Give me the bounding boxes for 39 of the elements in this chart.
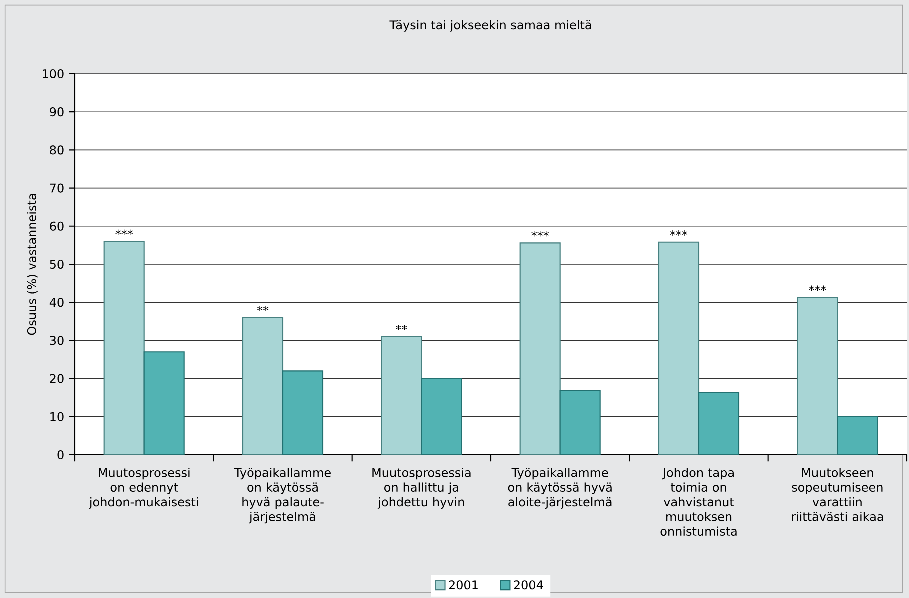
y-tick-label: 100 xyxy=(43,69,64,79)
y-tick-label: 90 xyxy=(50,108,64,117)
y-tick-label: 70 xyxy=(50,184,64,193)
legend-label: 2001 xyxy=(449,580,478,590)
y-tick-label: 80 xyxy=(50,146,64,155)
y-tick-label: 30 xyxy=(50,336,64,346)
annotation: *** xyxy=(116,230,133,236)
bar xyxy=(698,392,740,455)
y-axis-title: Osuus (%) vastanneista xyxy=(27,194,38,336)
bar xyxy=(658,242,700,455)
y-tick-label: 60 xyxy=(50,222,64,231)
annotation: ** xyxy=(396,325,408,331)
x-tick-label: Muutokseen sopeutumiseen varattiin riittävästi aikaa xyxy=(792,468,884,522)
x-tick-label: Muutosprosessia on hallittu ja johdettu hyvin xyxy=(372,468,471,509)
bar xyxy=(560,390,601,455)
annotation: *** xyxy=(670,230,688,236)
annotation: *** xyxy=(809,286,826,292)
legend-label: 2004 xyxy=(514,580,544,590)
x-tick-label: Työpaikallamme on käytössä hyvä palaute-järjestelmä xyxy=(234,468,331,524)
bar xyxy=(242,317,284,455)
bar xyxy=(421,378,462,455)
annotation: ** xyxy=(257,306,269,312)
x-tick-label: Muutosprosessi on edennyt johdon-mukaisesti xyxy=(89,468,198,509)
x-tick-label: Työpaikallamme on käytössä hyvä aloite-järjestelmä xyxy=(508,468,612,509)
x-tick-label: Johdon tapa toimia on vahvistanut muutoksen onnistumista xyxy=(660,468,737,536)
y-tick-label: 10 xyxy=(50,412,64,422)
y-tick-label: 0 xyxy=(58,450,64,460)
bar xyxy=(282,370,324,455)
chart-title: Täysin tai jokseekin samaa mieltä xyxy=(390,20,592,32)
bar xyxy=(797,297,838,455)
bar xyxy=(837,416,878,455)
y-tick-label: 20 xyxy=(50,374,64,384)
bar xyxy=(144,352,185,455)
bar xyxy=(104,241,145,455)
y-tick-label: 50 xyxy=(50,260,64,270)
bar xyxy=(381,336,422,455)
y-tick-label: 40 xyxy=(50,298,64,308)
bar xyxy=(520,242,561,455)
annotation: *** xyxy=(532,231,549,237)
